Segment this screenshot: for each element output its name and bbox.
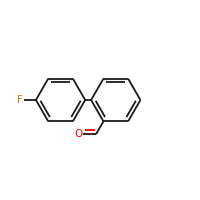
- Text: F: F: [17, 95, 22, 105]
- Text: O: O: [74, 129, 82, 139]
